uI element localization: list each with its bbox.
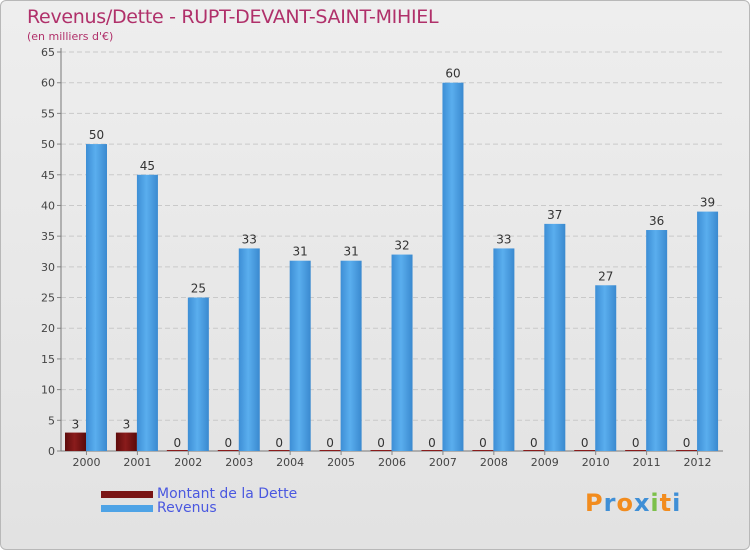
- logo-letter: t: [659, 489, 673, 517]
- logo-letter: x: [633, 489, 651, 517]
- legend-item-dette: Montant de la Dette: [101, 487, 297, 501]
- logo-letter: r: [603, 489, 617, 517]
- data-label-dette: 0: [174, 436, 182, 450]
- bar-revenus: [442, 82, 464, 451]
- bar-revenus: [238, 248, 260, 451]
- x-tick-label: 2006: [378, 456, 406, 469]
- logo-letter: i: [650, 489, 660, 517]
- bar-dette: [115, 432, 137, 451]
- bar-revenus: [136, 174, 158, 451]
- bar-dette: [574, 450, 596, 451]
- data-label-revenus: 27: [598, 269, 613, 283]
- y-tick-label: 5: [48, 414, 55, 427]
- legend-label-dette: Montant de la Dette: [157, 486, 298, 502]
- logo-letter: P: [585, 489, 604, 517]
- bar-revenus: [697, 211, 719, 451]
- x-tick-label: 2000: [72, 456, 100, 469]
- bar-revenus: [391, 254, 413, 451]
- y-tick-label: 55: [41, 107, 55, 120]
- legend-swatch-revenus: [101, 504, 153, 512]
- y-tick-label: 20: [41, 322, 55, 335]
- data-label-revenus: 45: [140, 159, 155, 173]
- data-label-dette: 0: [632, 436, 640, 450]
- data-label-dette: 0: [530, 436, 538, 450]
- bar-dette: [65, 432, 86, 451]
- bar-revenus: [289, 260, 311, 451]
- data-label-revenus: 36: [649, 214, 664, 228]
- y-tick-label: 25: [41, 292, 55, 305]
- data-label-revenus: 32: [394, 239, 409, 253]
- y-tick-label: 0: [48, 445, 55, 458]
- data-label-revenus: 37: [547, 208, 562, 222]
- legend-swatch-dette: [101, 490, 153, 498]
- x-tick-label: 2001: [123, 456, 151, 469]
- bar-revenus: [595, 285, 617, 451]
- bar-dette: [676, 450, 698, 451]
- bar-revenus: [86, 144, 107, 452]
- data-label-revenus: 31: [343, 245, 358, 259]
- x-tick-label: 2012: [684, 456, 712, 469]
- chart-subtitle: (en milliers d'€): [27, 30, 114, 43]
- data-label-revenus: 50: [89, 128, 104, 142]
- bar-dette: [268, 450, 290, 451]
- bar-revenus: [187, 297, 209, 451]
- y-tick-label: 10: [41, 384, 55, 397]
- y-tick-label: 35: [41, 230, 55, 243]
- bar-revenus: [544, 223, 566, 451]
- proxiti-logo[interactable]: Proxiti: [585, 489, 681, 517]
- legend-label-revenus: Revenus: [157, 500, 217, 516]
- data-label-revenus: 60: [445, 67, 460, 81]
- data-label-dette: 0: [428, 436, 436, 450]
- legend: Montant de la Dette Revenus: [101, 487, 297, 515]
- x-tick-label: 2004: [276, 456, 304, 469]
- y-tick-label: 15: [41, 353, 55, 366]
- data-label-revenus: 33: [242, 232, 257, 246]
- data-label-revenus: 31: [293, 245, 308, 259]
- y-tick-label: 65: [41, 46, 55, 59]
- bar-dette: [625, 450, 647, 451]
- x-tick-label: 2005: [327, 456, 355, 469]
- x-tick-label: 2007: [429, 456, 457, 469]
- legend-item-revenus: Revenus: [101, 501, 297, 515]
- y-tick-label: 30: [41, 261, 55, 274]
- bar-dette: [217, 450, 239, 451]
- y-tick-label: 50: [41, 138, 55, 151]
- data-label-dette: 0: [581, 436, 589, 450]
- data-label-revenus: 39: [700, 196, 715, 210]
- data-label-dette: 0: [275, 436, 283, 450]
- bar-dette: [472, 450, 494, 451]
- y-tick-label: 45: [41, 169, 55, 182]
- bar-dette: [370, 450, 392, 451]
- bar-revenus: [340, 260, 362, 451]
- bar-dette: [166, 450, 188, 451]
- x-tick-label: 2002: [174, 456, 202, 469]
- data-label-dette: 3: [72, 418, 80, 432]
- data-label-revenus: 25: [191, 282, 206, 296]
- y-tick-label: 60: [41, 77, 55, 90]
- bar-dette: [421, 450, 443, 451]
- data-label-dette: 0: [377, 436, 385, 450]
- bar-revenus: [646, 230, 668, 451]
- y-tick-label: 40: [41, 199, 55, 212]
- logo-letter: i: [672, 489, 682, 517]
- x-tick-label: 2003: [225, 456, 253, 469]
- data-label-dette: 0: [479, 436, 487, 450]
- data-label-dette: 0: [683, 436, 691, 450]
- data-label-revenus: 33: [496, 232, 511, 246]
- bar-revenus: [493, 248, 515, 451]
- data-label-dette: 3: [123, 418, 131, 432]
- x-tick-label: 2011: [633, 456, 661, 469]
- x-tick-label: 2010: [582, 456, 610, 469]
- x-tick-label: 2009: [531, 456, 559, 469]
- bar-dette: [523, 450, 545, 451]
- logo-letter: o: [616, 489, 634, 517]
- chart-title: Revenus/Dette - RUPT-DEVANT-SAINT-MIHIEL: [27, 6, 439, 28]
- bar-dette: [319, 450, 341, 451]
- data-label-dette: 0: [326, 436, 334, 450]
- x-tick-label: 2008: [480, 456, 508, 469]
- data-label-dette: 0: [224, 436, 232, 450]
